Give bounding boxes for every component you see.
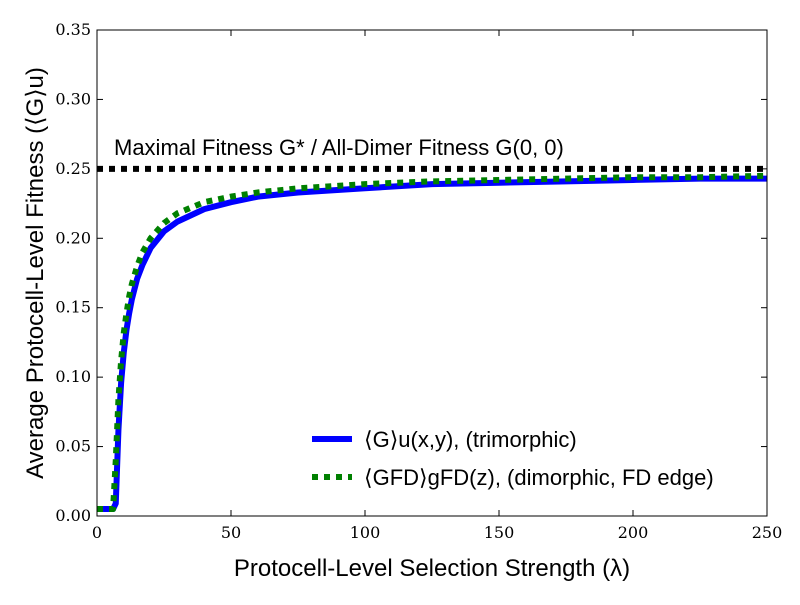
y-tick-label: 0.20 xyxy=(55,228,91,247)
series-line-1 xyxy=(97,172,767,513)
axis-labels: Protocell-Level Selection Strength (λ) Av… xyxy=(22,67,630,582)
y-tick-label: 0.10 xyxy=(55,367,91,386)
y-tick-label: 0.05 xyxy=(55,437,91,456)
reference-annotation: Maximal Fitness G* / All-Dimer Fitness G… xyxy=(114,135,564,160)
x-tick-label: 200 xyxy=(618,523,649,542)
x-tick-label: 100 xyxy=(350,523,381,542)
x-tick-label: 50 xyxy=(221,523,241,542)
y-axis-label: Average Protocell-Level Fitness (⟨G⟩u) xyxy=(22,67,49,479)
axes-frame xyxy=(96,29,768,517)
plot-area xyxy=(97,165,767,513)
ticks: 0 50 100 150 200 250 0.00 0.05 0.10 0.15 0.20 0.25 0… xyxy=(55,20,782,542)
axes xyxy=(96,29,768,517)
y-tick-label: 0.35 xyxy=(55,20,91,39)
x-tick-label: 250 xyxy=(752,523,783,542)
y-tick-label: 0.00 xyxy=(55,506,91,525)
legend: ⟨G⟩u(x,y), (trimorphic) ⟨GFD⟩gFD(z), (dim… xyxy=(312,427,714,490)
legend-entry-0: ⟨G⟩u(x,y), (trimorphic) xyxy=(364,427,577,452)
x-tick-label: 150 xyxy=(484,523,515,542)
y-tick-label: 0.25 xyxy=(55,159,91,178)
x-tick-label: 0 xyxy=(92,523,102,542)
y-tick-label: 0.15 xyxy=(55,298,91,317)
y-tick-label: 0.30 xyxy=(55,89,91,108)
legend-entry-1: ⟨GFD⟩gFD(z), (dimorphic, FD edge) xyxy=(364,465,714,490)
series-line-0 xyxy=(97,175,767,513)
x-axis-label: Protocell-Level Selection Strength (λ) xyxy=(234,555,630,582)
